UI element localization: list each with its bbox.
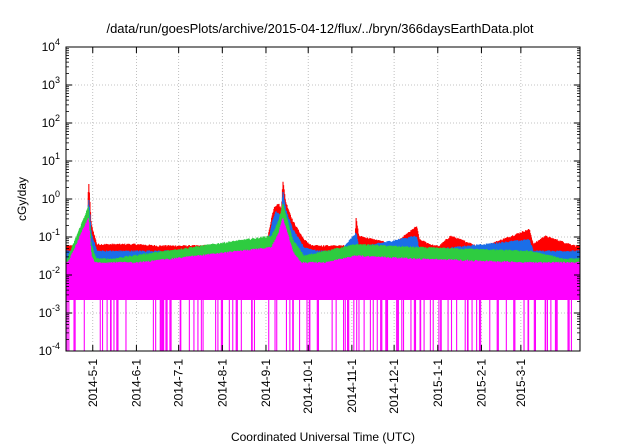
x-tick-label: 2014-5-1: [86, 359, 100, 407]
x-tick-label: 2014-9-1: [259, 359, 273, 407]
y-tick-label: 10-2: [39, 265, 60, 282]
x-tick-label: 2014-10-1: [301, 359, 315, 414]
x-tick-label: 2014-12-1: [387, 359, 401, 414]
chart-title: /data/run/goesPlots/archive/2015-04-12/f…: [106, 21, 533, 36]
y-tick-label: 104: [42, 37, 60, 54]
y-tick-label: 10-1: [39, 227, 60, 244]
series-layer: [66, 181, 580, 351]
plot-frame: [65, 46, 581, 352]
y-tick-label: 101: [42, 151, 60, 168]
x-tick-label: 2014-7-1: [172, 359, 186, 407]
x-tick-label: 2014-11-1: [345, 359, 359, 413]
y-tick-label: 10-3: [39, 303, 60, 320]
grid-lines: [66, 47, 580, 351]
x-tick-label: 2015-1-1: [431, 359, 445, 407]
y-tick-label: 103: [42, 75, 60, 92]
series-3-trace: [66, 203, 580, 268]
x-tick-label: 2014-8-1: [215, 359, 229, 407]
y-axis-label: cGy/day: [15, 177, 29, 221]
x-axis-label: Coordinated Universal Time (UTC): [231, 430, 415, 444]
y-tick-label: 10-4: [39, 341, 60, 358]
y-tick-label: 102: [42, 113, 60, 130]
x-axis: 2014-5-1 2014-6-1 2014-7-1 2014-8-1 2014-9-1…: [86, 47, 528, 414]
y-tick-label: 100: [42, 189, 60, 206]
x-tick-label: 2015-2-1: [474, 359, 488, 407]
series-4-trace: [66, 218, 580, 351]
x-tick-label: 2015-3-1: [514, 359, 528, 407]
x-tick-label: 2014-6-1: [129, 359, 143, 407]
y-axis: 10-4 10-3 10-2 10-1 100 101 102 103 104: [39, 37, 580, 358]
